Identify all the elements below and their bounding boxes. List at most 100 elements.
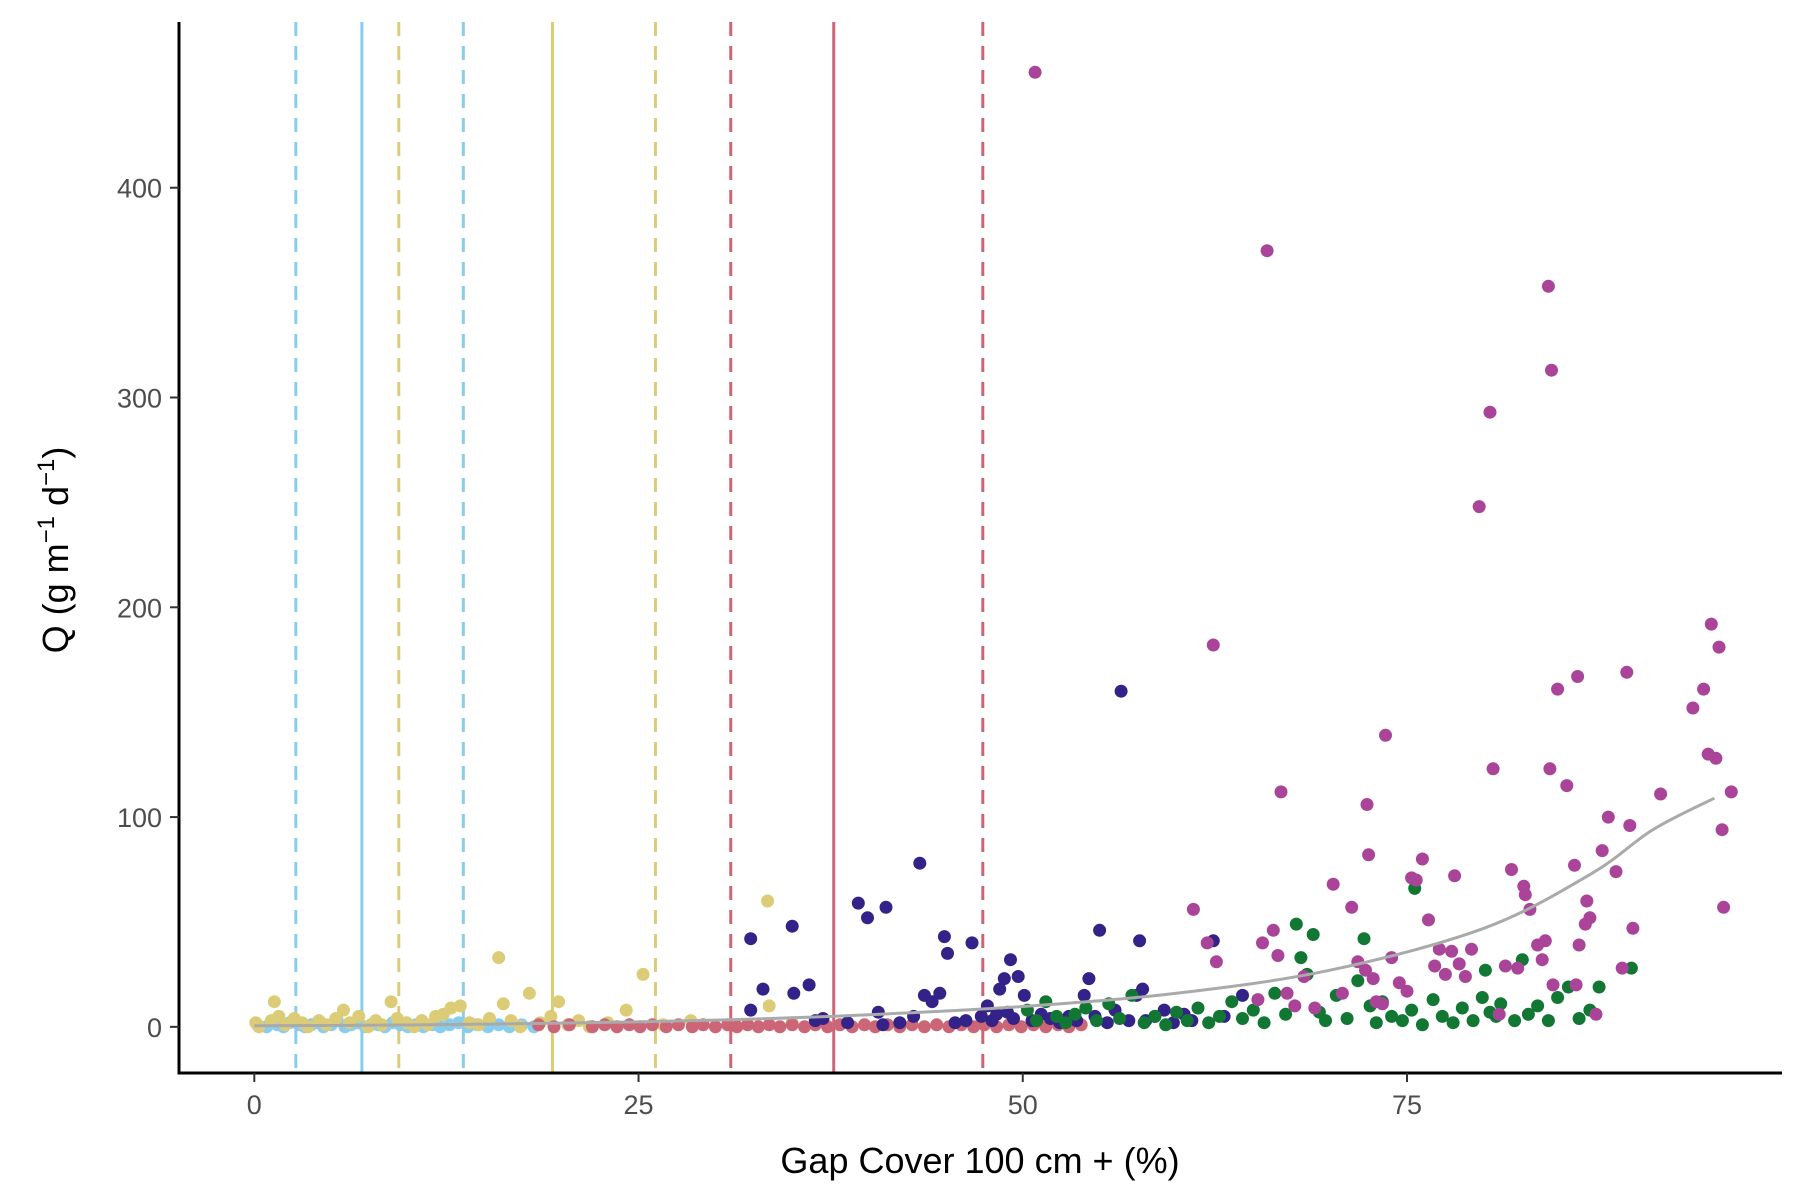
point-green [1180,1014,1194,1028]
point-green [1059,1016,1073,1030]
point-sand [544,1009,558,1023]
point-purple [1595,844,1609,858]
point-purple [1697,682,1711,696]
point-green [1068,1007,1082,1021]
point-purple [1280,986,1294,1000]
axes [177,22,1782,1075]
point-green [1351,974,1365,988]
point-indigo [1236,988,1249,1002]
point-purple [1400,984,1414,998]
point-green [1572,1012,1586,1025]
point-purple [1545,363,1558,377]
point-green [1236,1012,1249,1025]
y-tick-label: 0 [147,1013,162,1043]
point-purple [1712,640,1726,654]
point-sand [761,894,775,908]
data-points [249,65,1738,1034]
point-indigo [785,919,799,933]
point-indigo [1004,953,1017,967]
point-purple [1709,751,1723,765]
point-green [1030,1014,1044,1028]
point-indigo [841,1016,855,1030]
point-green [1159,1018,1173,1032]
point-rose [659,1020,673,1034]
point-purple [1409,873,1423,887]
point-sand [636,967,650,981]
point-indigo [1017,988,1031,1002]
point-purple [1518,888,1532,902]
point-sand [522,986,536,1000]
point-rose [708,1020,722,1034]
x-tick-label: 75 [1392,1090,1422,1120]
point-indigo [959,1014,973,1028]
point-purple [1654,787,1668,801]
point-indigo [965,936,979,950]
point-green [1148,1009,1162,1023]
point-indigo [876,1018,890,1032]
point-purple [1422,913,1435,927]
point-green [1340,1012,1354,1025]
point-green [1541,1014,1555,1028]
point-purple [1200,936,1214,950]
point-sand [267,995,281,1009]
point-purple [1511,961,1525,975]
point-indigo [1157,1003,1171,1017]
point-purple [1505,863,1518,876]
point-sand [336,1003,350,1017]
point-rose [741,1018,755,1032]
point-purple [1359,963,1372,977]
point-indigo [990,1007,1004,1021]
point-purple [1486,762,1500,776]
point-green [1090,1014,1103,1028]
point-green [1475,991,1489,1004]
point-green [1551,991,1565,1004]
point-purple [1428,959,1442,973]
point-rose [751,1020,765,1034]
point-purple [1601,810,1615,824]
point-green [1257,1016,1271,1030]
point-purple [1572,938,1586,952]
point-green [1405,1003,1419,1017]
point-purple [1615,961,1629,975]
point-purple [1415,852,1429,866]
point-purple [1715,823,1729,837]
point-rose [562,1018,576,1032]
point-purple [1458,970,1472,983]
point-rose [773,1020,787,1034]
point-indigo [993,982,1007,996]
y-tick-label: 100 [117,803,162,833]
point-indigo [871,1005,885,1019]
point-indigo [937,930,951,944]
point-green [1592,980,1606,994]
point-green [1213,1009,1226,1023]
y-axis-title-end: ) [35,447,76,459]
point-purple [1335,986,1349,1000]
point-indigo [1007,1012,1020,1025]
point-rose [685,1020,699,1034]
point-indigo [948,1016,962,1030]
point-indigo [893,1016,907,1030]
y-axis-title-sup2: −1 [33,459,60,486]
point-rose [858,1018,871,1032]
point-purple [1028,65,1042,79]
point-rose [730,1020,744,1034]
point-green [1508,1014,1522,1028]
point-purple [1686,701,1700,715]
point-indigo [1077,988,1091,1002]
point-indigo [1093,923,1107,937]
point-purple [1432,942,1446,956]
point-indigo [756,982,770,996]
point-green [1294,951,1308,965]
y-tick-label: 400 [117,174,162,204]
point-purple [1623,819,1637,832]
point-indigo [744,1003,758,1017]
x-tick-label: 25 [624,1090,654,1120]
point-purple [1362,848,1376,862]
point-green [1246,1003,1260,1017]
y-axis-title-mid: d [35,486,76,516]
reference-lines [294,22,985,1072]
point-purple [1256,936,1269,950]
point-sand [552,995,566,1009]
point-green [1306,928,1320,941]
point-sand [762,999,776,1013]
